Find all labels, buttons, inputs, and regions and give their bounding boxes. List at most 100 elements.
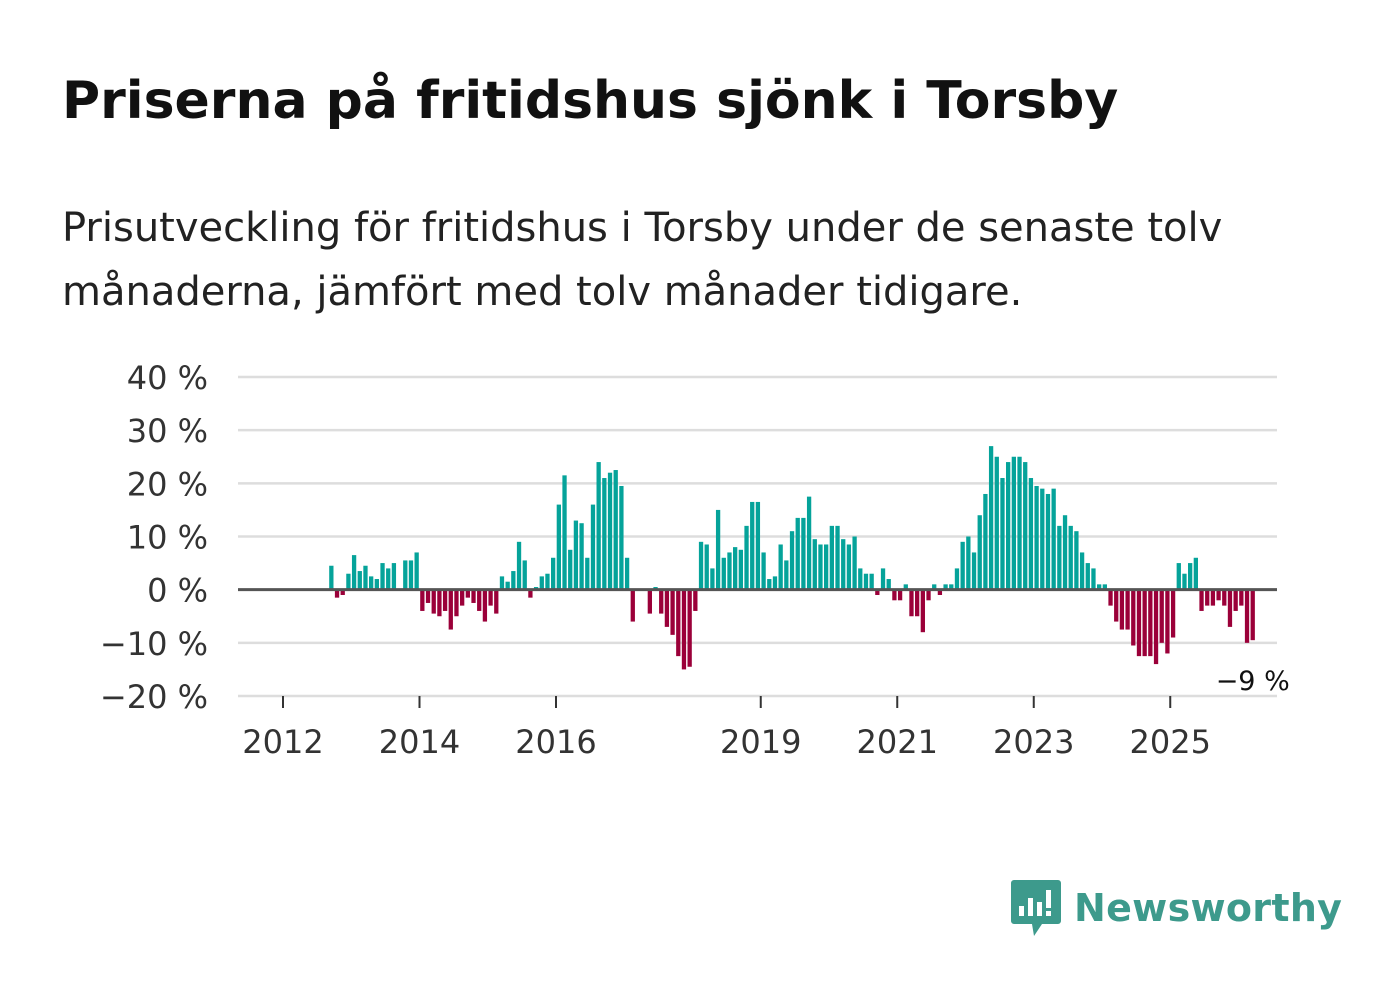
- bar: [659, 589, 664, 614]
- x-tick-label: 2012: [242, 723, 323, 761]
- bar: [869, 573, 874, 590]
- bar: [613, 470, 618, 590]
- bar: [698, 541, 704, 590]
- bar: [880, 568, 886, 590]
- x-tick-label: 2014: [379, 723, 460, 761]
- y-tick-label: −20 %: [100, 678, 208, 716]
- x-tick-label: 2016: [515, 723, 596, 761]
- chart-subtitle: Prisutveckling för fritidshus i Torsby u…: [62, 205, 1223, 315]
- bar: [1011, 456, 1016, 590]
- x-axis: 2012 2014 2016 2019 2021 2023 2025: [238, 588, 1277, 761]
- bar: [545, 573, 550, 590]
- bar: [1193, 557, 1198, 590]
- bar: [369, 576, 374, 590]
- y-tick-label: −10 %: [100, 625, 208, 663]
- bar: [994, 456, 999, 590]
- bar: [1023, 462, 1028, 590]
- bar: [386, 568, 391, 590]
- brand-logo: Newsworthy: [1010, 878, 1342, 938]
- bar: [357, 571, 362, 590]
- bar: [1153, 589, 1159, 665]
- bar: [1233, 589, 1238, 611]
- bar: [391, 563, 397, 590]
- bar: [1199, 589, 1204, 611]
- bar: [1188, 563, 1193, 590]
- bar: [1205, 589, 1210, 606]
- bar: [772, 576, 778, 590]
- bar: [630, 589, 635, 622]
- bar: [920, 589, 925, 633]
- newsworthy-logo-icon: [1011, 880, 1061, 936]
- bar: [1000, 478, 1005, 590]
- bar: [778, 544, 783, 590]
- bar: [715, 509, 721, 590]
- bar: [573, 520, 579, 590]
- bar: [937, 589, 943, 595]
- bar: [664, 589, 670, 627]
- bar: [1210, 589, 1216, 606]
- bar: [346, 573, 351, 590]
- bar: [681, 589, 687, 670]
- bar: [909, 589, 914, 617]
- y-tick-label: 30 %: [127, 412, 208, 450]
- bar: [340, 589, 345, 595]
- bar: [522, 560, 527, 590]
- bar: [1227, 589, 1233, 627]
- bar: [1028, 478, 1034, 590]
- bar: [1091, 568, 1096, 590]
- bar: [363, 565, 368, 590]
- bar: [926, 589, 931, 601]
- bar: [744, 525, 749, 590]
- bar: [1222, 589, 1227, 606]
- bar: [380, 563, 385, 590]
- bar: [721, 557, 726, 590]
- bar: [761, 552, 766, 590]
- bar: [420, 589, 425, 611]
- bar: [329, 565, 334, 590]
- bar: [607, 472, 613, 590]
- bar: [494, 589, 499, 614]
- last-value-annotation: −9 %: [1216, 666, 1290, 697]
- bar: [977, 515, 982, 590]
- bar: [551, 557, 556, 590]
- bar: [875, 589, 880, 595]
- bar: [1006, 462, 1011, 590]
- bar: [784, 560, 789, 590]
- bar: [693, 589, 698, 611]
- bar: [556, 504, 561, 590]
- bar: [670, 589, 675, 635]
- brand-name: Newsworthy: [1074, 886, 1343, 930]
- x-tick-label: 2025: [1130, 723, 1211, 761]
- bar: [1045, 493, 1051, 590]
- bar: [1051, 488, 1056, 590]
- bar: [824, 544, 829, 590]
- bar: [801, 517, 806, 590]
- bar: [835, 525, 840, 590]
- bar: [795, 517, 800, 590]
- x-tick-label: 2021: [857, 723, 938, 761]
- x-tick-label: 2023: [993, 723, 1074, 761]
- bar: [1170, 589, 1176, 638]
- bar: [539, 576, 544, 590]
- bar: [596, 462, 601, 590]
- bar: [829, 525, 834, 590]
- bar: [1068, 525, 1073, 590]
- bar: [460, 589, 465, 606]
- bar: [755, 501, 761, 590]
- bar: [812, 539, 817, 590]
- bar: [568, 549, 573, 590]
- bar: [949, 584, 954, 590]
- bar: [1114, 589, 1119, 622]
- bars: [329, 446, 1255, 670]
- bar: [738, 549, 743, 590]
- bar: [983, 493, 988, 590]
- bar: [932, 584, 937, 590]
- bar: [579, 523, 584, 590]
- bar: [334, 589, 340, 598]
- bar: [1102, 584, 1107, 590]
- bar: [351, 555, 357, 590]
- bar: [516, 541, 522, 590]
- bar: [448, 589, 453, 630]
- bar: [528, 589, 533, 598]
- bar: [915, 589, 920, 617]
